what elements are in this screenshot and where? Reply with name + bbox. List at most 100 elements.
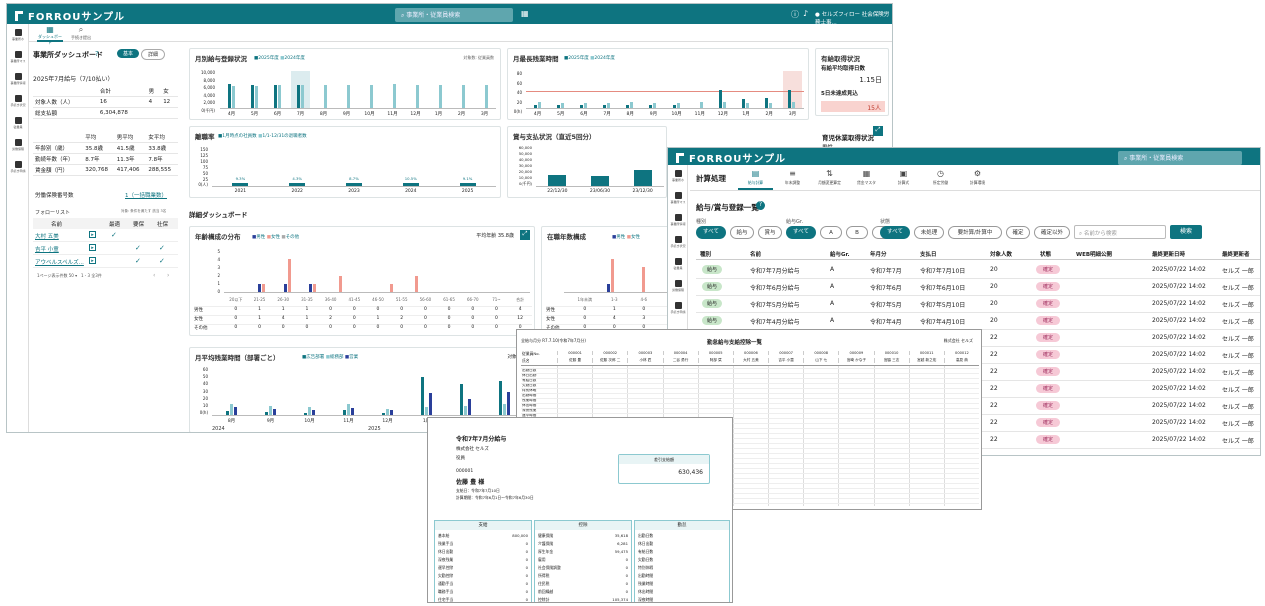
nav-master[interactable]: 事業所マス bbox=[7, 46, 29, 68]
tab-dashboard[interactable]: ▦ ダッシュボード bbox=[37, 25, 63, 45]
page-size-select[interactable]: 50 bbox=[68, 273, 74, 278]
tab-calc[interactable]: ▣ 計算式 bbox=[886, 168, 921, 190]
bar bbox=[392, 84, 396, 108]
bar bbox=[258, 283, 262, 292]
nav-employees[interactable]: 従業員 bbox=[7, 112, 29, 134]
x-tick: 2月 bbox=[765, 112, 773, 117]
tab-clock[interactable]: ◷ 所定労働 bbox=[923, 168, 958, 190]
open-icon[interactable]: ▸ bbox=[89, 231, 96, 238]
employee-link[interactable]: 大村 五美 bbox=[35, 234, 59, 240]
column-header: WEB明細公開 bbox=[1076, 252, 1113, 258]
y-tick: 75 bbox=[202, 164, 208, 170]
help-icon[interactable]: ? bbox=[756, 201, 765, 210]
tab-swap[interactable]: ⇅ 月額変更算定 bbox=[812, 168, 847, 190]
tab-yen[interactable]: ▤ 給与計算 bbox=[738, 168, 773, 190]
table-row[interactable]: 給与 令和7年6月分給与 A 令和7年6月 令和7年6月10日 20 確定 2025/07/2… bbox=[696, 279, 1260, 296]
status-all-chip[interactable]: すべて bbox=[880, 226, 910, 239]
item-value: 6,281 bbox=[617, 541, 628, 546]
nav-apply[interactable]: 手続き申請 bbox=[7, 156, 29, 178]
kind-salary-chip[interactable]: 給与 bbox=[730, 226, 754, 239]
legend-swatch: ■ bbox=[325, 355, 330, 360]
kind-all-chip[interactable]: すべて bbox=[696, 226, 726, 239]
table-cell: 男性 bbox=[194, 306, 224, 313]
grade-a-chip[interactable]: A bbox=[820, 226, 842, 239]
basic-button[interactable]: 基本 bbox=[117, 49, 140, 58]
nav-apply[interactable]: 手続き申請 bbox=[668, 297, 688, 319]
employee-link[interactable]: 吉平 小童 bbox=[35, 247, 59, 253]
nav-home[interactable]: 事業所ホ bbox=[7, 24, 29, 46]
table-cell: セルズ 一郎 bbox=[1222, 319, 1254, 326]
nav-employees[interactable]: 従業員 bbox=[668, 253, 688, 275]
y-tick: 40 bbox=[202, 381, 208, 387]
tab-submit[interactable]: ⌕ 手続き提出 bbox=[67, 25, 95, 41]
name-search-input[interactable]: ⌕ 名前から検索 bbox=[1074, 225, 1166, 239]
x-tick: 7月 bbox=[296, 112, 305, 117]
insurance-link[interactable]: 1（一括職業数） bbox=[125, 193, 167, 199]
open-icon[interactable]: ▸ bbox=[89, 244, 96, 251]
bell-icon[interactable]: ♪ bbox=[803, 9, 809, 18]
table-row[interactable]: 給与 令和7年4月分給与 A 令和7年4月 令和7年4月10日 20 確定 2025/07/2… bbox=[696, 313, 1260, 330]
help-icon[interactable]: ⓘ bbox=[791, 10, 799, 19]
open-icon[interactable]: ▸ bbox=[89, 257, 96, 264]
nav-master[interactable]: 事業所マス bbox=[668, 187, 688, 209]
table-cell: 0 bbox=[599, 324, 629, 330]
ledger-company: 株式会社 セルズ bbox=[943, 338, 973, 343]
table-cell: 12 bbox=[508, 315, 532, 321]
legend: ■広告部署 ■総務部 ■営業 bbox=[302, 354, 358, 360]
grade-b-chip[interactable]: B bbox=[846, 226, 868, 239]
legend-label: 総務部 bbox=[329, 355, 344, 360]
nav-procedures[interactable]: 手続き状況 bbox=[668, 231, 688, 253]
user-name: セルズフィロー 社会保険労務士事... bbox=[815, 12, 890, 26]
table-row[interactable]: 給与 令和7年5月分給与 A 令和7年5月 令和7年5月10日 20 確定 2025/07/2… bbox=[696, 296, 1260, 313]
y-tick: 10,000 bbox=[518, 175, 532, 180]
plot-area bbox=[526, 71, 804, 109]
nav-home[interactable]: 事業所ホ bbox=[668, 165, 688, 187]
nav-info[interactable]: 事業所情報 bbox=[668, 209, 688, 231]
employee-suffix: 様 bbox=[478, 479, 485, 486]
status-other-chip[interactable]: 確定以外 bbox=[1034, 226, 1070, 239]
nav-procedures[interactable]: 手続き状況 bbox=[7, 90, 29, 112]
nav-label: 事業所情報 bbox=[10, 81, 26, 85]
expand-icon[interactable]: ⤢ bbox=[520, 230, 530, 240]
adjust-icon: ≡ bbox=[789, 169, 796, 178]
tab-list[interactable]: ▦ 賃金マスタ bbox=[849, 168, 884, 190]
table-row[interactable]: 給与 令和7年7月分給与 A 令和7年7月 令和7年7月10日 20 確定 2025/07/2… bbox=[696, 262, 1260, 279]
nav-labor[interactable]: 労働保険 bbox=[668, 275, 688, 297]
employee-link[interactable]: アウベルスペルズ... bbox=[35, 260, 84, 266]
tab-gear[interactable]: ⚙ 計算環境 bbox=[960, 168, 995, 190]
search-button[interactable]: 検索 bbox=[1170, 225, 1202, 239]
table-cell: 4 bbox=[599, 315, 629, 321]
prev-icon[interactable]: ‹ bbox=[153, 272, 156, 279]
table-cell: 女性 bbox=[194, 315, 224, 322]
help-icon[interactable]: ? bbox=[95, 50, 99, 58]
nav-info[interactable]: 事業所情報 bbox=[7, 68, 29, 90]
col-id: 000004 bbox=[662, 351, 698, 355]
pager: 1ページ表示件数 50 ▾ 1 - 3 全3件 bbox=[37, 273, 102, 278]
shield-icon bbox=[674, 280, 682, 287]
plot-area: 9.3% 4.3% 8.7% 10.5% 9.1% bbox=[212, 149, 496, 187]
detail-button[interactable]: 詳細 bbox=[141, 49, 166, 60]
brand-name: FORROUサンプル bbox=[28, 12, 126, 23]
item-value: 800,000 bbox=[512, 533, 528, 538]
user-menu[interactable]: ● セルズフィロー 社会保険労務士事... bbox=[815, 10, 892, 26]
status-calc-chip[interactable]: 要計算/計算中 bbox=[948, 226, 1002, 239]
nav-labor[interactable]: 労働保険 bbox=[7, 134, 29, 156]
bar bbox=[296, 84, 300, 108]
next-icon[interactable]: › bbox=[167, 272, 170, 279]
search-input[interactable]: ⌕ 事業所・従業員検索 bbox=[395, 8, 513, 22]
status-confirmed-chip[interactable]: 確定 bbox=[1006, 226, 1030, 239]
item-label: 介護保険 bbox=[538, 541, 554, 546]
table-cell: 令和7年7月 bbox=[870, 268, 902, 275]
x-tick: 5月 bbox=[250, 112, 259, 117]
status-pending-chip[interactable]: 未処理 bbox=[914, 226, 944, 239]
expand-icon[interactable]: ⤢ bbox=[873, 126, 883, 136]
item-label: 遅早控除 bbox=[438, 565, 454, 570]
brand-logo[interactable]: FORROUサンプル bbox=[15, 8, 125, 23]
kind-bonus-chip[interactable]: 賞与 bbox=[758, 226, 782, 239]
building-icon[interactable]: ▦ bbox=[521, 9, 529, 18]
grade-all-chip[interactable]: すべて bbox=[786, 226, 816, 239]
brand-logo[interactable]: FORROUサンプル bbox=[676, 150, 786, 165]
search-input[interactable]: ⌕ 事業所・従業員検索 bbox=[1118, 151, 1242, 165]
tab-adjust[interactable]: ≡ 年末調整 bbox=[775, 168, 810, 190]
grid-line bbox=[521, 428, 979, 429]
